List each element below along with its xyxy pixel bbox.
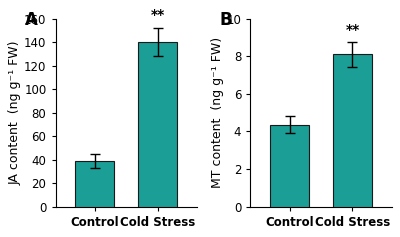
Y-axis label: JA content  (ng g⁻¹ FW): JA content (ng g⁻¹ FW) [8,41,21,185]
Text: **: ** [150,9,165,23]
Bar [75,161,114,207]
Text: A: A [24,11,37,29]
Bar [138,42,177,207]
Bar [333,55,372,207]
Text: B: B [219,11,232,29]
Y-axis label: MT content  (ng g⁻¹ FW): MT content (ng g⁻¹ FW) [211,37,224,188]
Bar [270,125,309,207]
Text: **: ** [345,23,360,36]
